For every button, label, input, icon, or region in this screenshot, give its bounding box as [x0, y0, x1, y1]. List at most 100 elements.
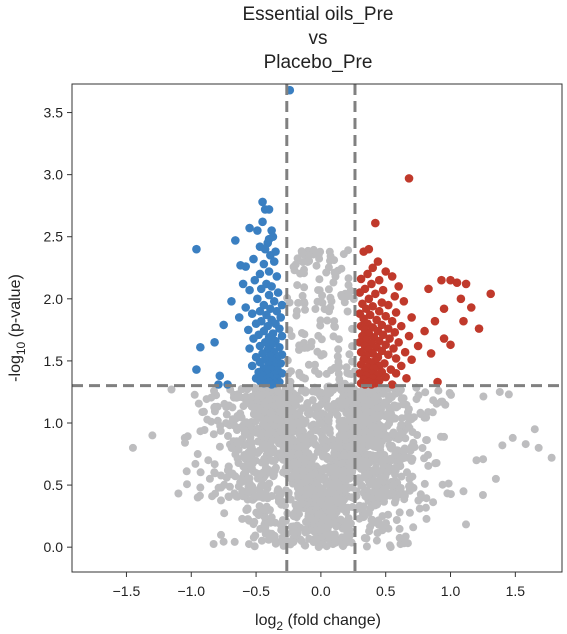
point-ns	[293, 281, 302, 290]
point-ns	[242, 418, 251, 427]
point-ns	[388, 430, 397, 439]
point-ns	[295, 371, 304, 380]
point-ns	[344, 281, 353, 290]
point-up	[407, 313, 416, 322]
point-ns	[273, 487, 282, 496]
point-ns	[345, 350, 354, 359]
point-ns	[307, 470, 316, 479]
point-ns	[219, 537, 228, 546]
point-ns	[283, 416, 292, 425]
point-ns	[287, 367, 295, 376]
point-up	[439, 334, 449, 343]
point-ns	[338, 292, 346, 301]
point-ns	[380, 520, 389, 529]
point-ns	[180, 433, 189, 442]
point-ns	[392, 516, 401, 524]
point-down	[264, 205, 274, 214]
point-ns	[447, 390, 455, 399]
point-up	[361, 304, 371, 314]
point-ns	[408, 428, 417, 436]
point-ns	[370, 436, 379, 445]
point-up	[420, 326, 429, 336]
chart-title-line-1: Essential oils_Pre	[242, 4, 393, 25]
y-tick-label: 1.5	[44, 353, 64, 369]
point-ns	[400, 447, 408, 456]
point-up	[389, 344, 398, 353]
point-ns	[326, 498, 334, 507]
point-ns	[363, 408, 372, 416]
point-ns	[381, 472, 390, 481]
point-ns	[304, 360, 313, 369]
point-ns	[227, 444, 236, 452]
y-axis-title-sub: 10	[14, 341, 28, 355]
point-ns	[222, 410, 231, 419]
point-ns	[256, 430, 265, 439]
y-tick-label: 2.0	[44, 291, 64, 307]
point-ns	[318, 452, 327, 461]
point-down	[253, 294, 262, 304]
point-ns	[434, 386, 443, 395]
point-ns	[343, 307, 352, 316]
point-ns	[220, 399, 229, 408]
point-up	[381, 311, 391, 321]
y-axis-title: -log10 (p-value)	[7, 274, 28, 382]
point-ns	[331, 536, 340, 545]
point-ns	[240, 429, 249, 438]
point-ns	[437, 397, 445, 406]
point-ns	[340, 432, 349, 441]
point-ns	[251, 417, 260, 426]
plot-frame	[71, 83, 563, 573]
point-ns	[232, 492, 241, 501]
point-ns	[397, 472, 406, 481]
point-up	[424, 284, 433, 294]
point-up	[367, 279, 376, 289]
point-down	[243, 325, 253, 335]
point-ns	[250, 517, 259, 526]
point-ns	[422, 413, 431, 422]
point-down	[251, 319, 261, 328]
point-ns	[300, 269, 308, 278]
point-ns	[303, 475, 311, 484]
point-ns	[300, 330, 309, 339]
point-ns	[298, 499, 307, 508]
point-ns	[309, 245, 318, 254]
point-up	[390, 328, 400, 337]
point-ns	[312, 526, 321, 534]
point-down	[219, 320, 228, 330]
point-ns	[240, 441, 249, 449]
point-ns	[337, 264, 346, 273]
point-ns	[312, 261, 321, 270]
point-ns	[495, 387, 504, 396]
point-ns	[231, 472, 240, 481]
point-ns	[472, 456, 481, 465]
point-ns	[329, 278, 338, 287]
x-tick-label: −0.5	[242, 583, 270, 599]
point-ns	[261, 523, 270, 532]
point-up	[474, 324, 484, 333]
point-ns	[389, 480, 398, 489]
y-tick-label: 3.0	[44, 167, 64, 183]
x-tick-label: 1.0	[441, 583, 461, 599]
point-ns	[424, 461, 433, 470]
point-down	[238, 279, 248, 289]
point-ns	[247, 463, 256, 472]
point-down	[269, 297, 279, 306]
point-ns	[422, 494, 431, 503]
point-ns	[462, 520, 470, 529]
point-up	[371, 289, 380, 299]
point-ns	[381, 456, 390, 465]
x-tick-label: 0.0	[311, 583, 331, 599]
point-ns	[322, 369, 331, 378]
point-up	[486, 289, 496, 299]
point-down	[264, 267, 274, 276]
y-tick-label: 3.5	[44, 105, 64, 121]
point-ns	[299, 467, 307, 476]
point-ns	[231, 415, 240, 424]
y-axis-title-main: -log	[7, 355, 24, 382]
point-down	[192, 244, 201, 254]
point-ns	[261, 529, 270, 538]
point-ns	[400, 495, 409, 504]
point-ns	[258, 444, 267, 453]
point-ns	[232, 393, 241, 402]
